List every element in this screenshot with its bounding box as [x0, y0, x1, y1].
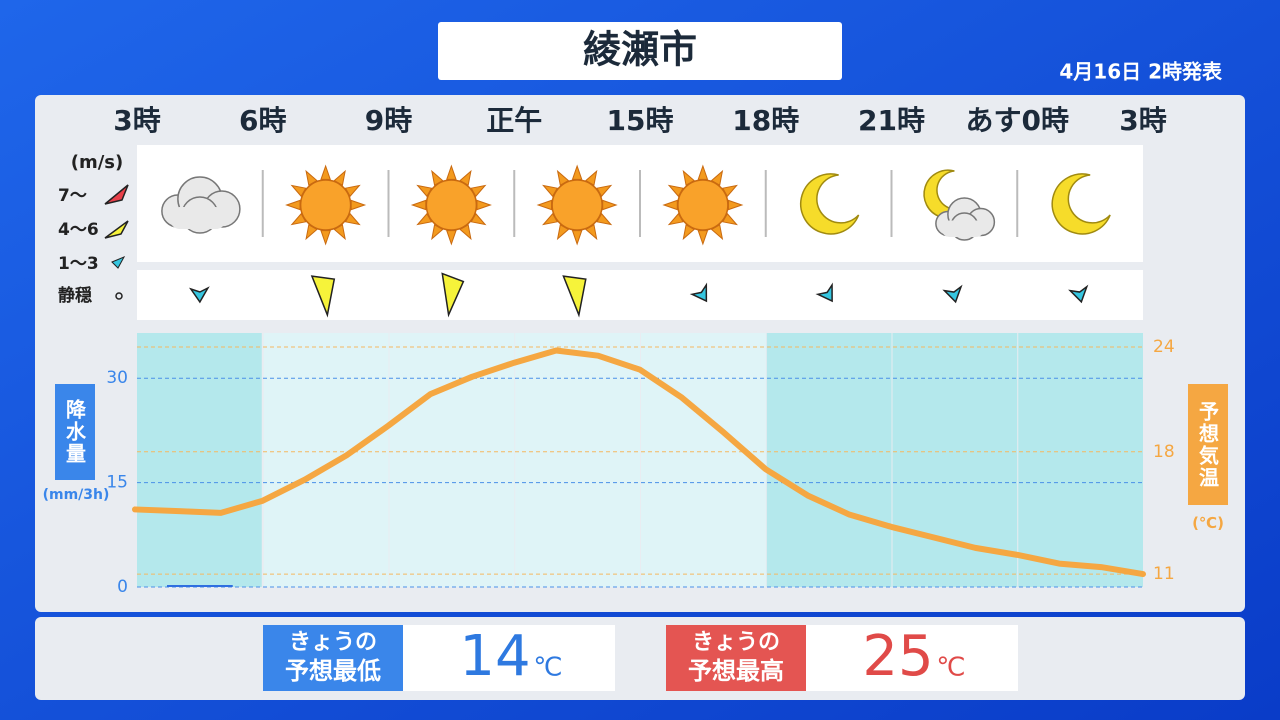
precip-bar	[167, 585, 233, 587]
time-label: 18時	[732, 104, 799, 137]
sun-disc	[551, 179, 603, 231]
sun-disc	[677, 179, 729, 231]
legend-arrow	[104, 184, 129, 205]
low-value-box	[403, 625, 615, 691]
slot-bg	[766, 333, 892, 587]
wind-arrow	[815, 282, 833, 303]
sun-icon	[285, 164, 367, 246]
legend-arrow	[111, 255, 126, 269]
wind-arrow	[310, 275, 336, 318]
high-label: きょうの	[692, 630, 780, 655]
slot-bg	[263, 333, 389, 587]
time-label: 3時	[1119, 104, 1166, 137]
moon-icon	[800, 173, 860, 235]
y-tick-label: 0	[117, 577, 128, 597]
low-label: 予想最低	[285, 657, 381, 685]
time-label: 正午	[486, 104, 542, 137]
y-tick-label: 30	[106, 368, 128, 388]
precip-unit: (mm/3h)	[42, 487, 110, 503]
high-label: 予想最高	[688, 657, 784, 685]
slot-bg	[641, 333, 766, 587]
cloud-icon	[935, 197, 996, 241]
time-label: 21時	[858, 104, 925, 137]
y2-tick-label: 24	[1153, 337, 1175, 357]
sun-disc	[425, 179, 478, 231]
time-label: 3時	[113, 104, 160, 137]
y2-tick-label: 18	[1153, 442, 1175, 462]
legend-arrow	[104, 220, 129, 239]
time-label: あす0時	[966, 104, 1069, 137]
sun-icon	[662, 164, 744, 246]
time-label: 9時	[365, 104, 412, 137]
low-value: 14	[459, 624, 530, 689]
cloud-base	[941, 220, 984, 237]
cloud-icon	[161, 176, 241, 234]
high-value-box	[806, 625, 1018, 691]
precip-title: 降水量	[55, 384, 95, 480]
legend-calm	[115, 292, 123, 300]
time-label: 6時	[239, 104, 286, 137]
temp-line	[132, 347, 1146, 578]
wind-level: 静穏	[58, 285, 92, 306]
y-tick-label: 15	[106, 473, 128, 493]
title-box	[438, 22, 842, 80]
temp-unit: (℃)	[1192, 514, 1224, 532]
temp-title: 予想気温	[1188, 384, 1228, 505]
slot-bg	[137, 333, 262, 587]
cloud-base	[169, 207, 226, 229]
high-label-box	[666, 625, 806, 691]
slot-bg	[1018, 333, 1143, 587]
slot-bg	[389, 333, 515, 587]
sun-icon	[410, 164, 492, 246]
y2-tick-label: 11	[1153, 564, 1175, 584]
wind-arrow	[441, 272, 465, 318]
sun-icon	[536, 164, 618, 246]
low-label: きょうの	[289, 630, 377, 655]
wind-arrow	[562, 275, 587, 318]
wind-level: 4〜6	[58, 220, 99, 240]
wind-row	[137, 270, 1143, 320]
wind-unit: (m/s)	[71, 152, 124, 173]
high-unit: ℃	[936, 653, 965, 683]
wind-level: 1〜3	[58, 254, 99, 274]
slot-bg	[515, 333, 640, 587]
wind-level: 7〜	[58, 186, 87, 206]
wind-arrow	[1068, 284, 1089, 304]
title: 綾瀬市	[583, 28, 697, 72]
sun-disc	[299, 179, 352, 231]
low-unit: ℃	[533, 653, 562, 683]
issued: 4月16日 2時発表	[1059, 60, 1223, 84]
wind-arrow	[942, 284, 963, 304]
low-label-box	[263, 625, 403, 691]
wind-arrow	[689, 282, 708, 303]
high-value: 25	[862, 624, 933, 689]
summary-panel	[35, 617, 1245, 700]
time-label: 15時	[607, 104, 674, 137]
moon-icon	[1051, 173, 1111, 235]
wind-arrow	[188, 286, 210, 304]
